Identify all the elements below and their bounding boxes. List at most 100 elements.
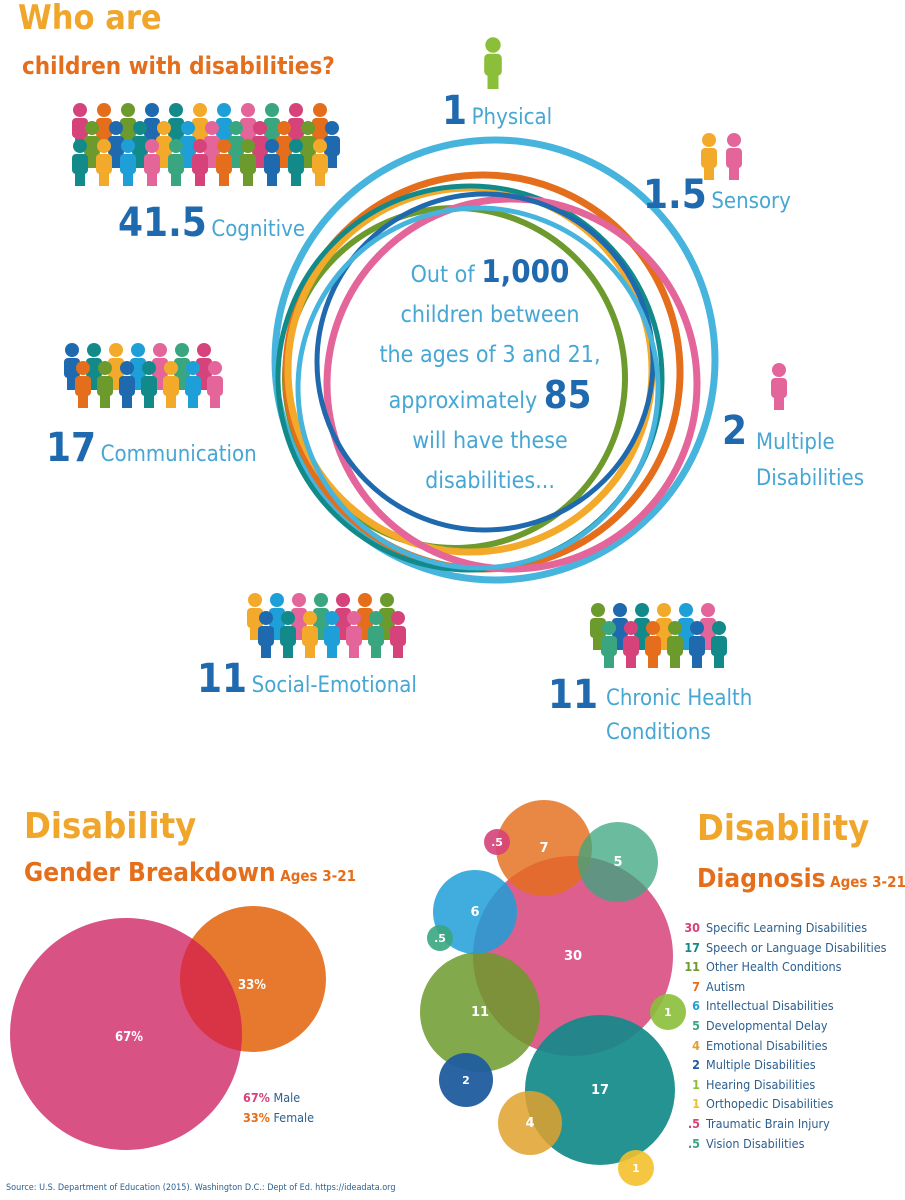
- person-icon: [130, 343, 146, 390]
- venn-overlap: [180, 938, 242, 1051]
- person-icon: [276, 121, 292, 168]
- diagnosis-bubble: [618, 1150, 654, 1186]
- person-icon: [700, 603, 716, 650]
- diagnosis-bubble: [439, 1053, 493, 1107]
- social-label: Social-Emotional: [251, 673, 417, 698]
- diagnosis-legend-value: 1: [692, 1096, 700, 1112]
- diagnosis-legend-value: 2: [692, 1057, 700, 1073]
- person-icon: [689, 621, 705, 668]
- diagnosis-legend-label: Traumatic Brain Injury: [706, 1115, 830, 1131]
- rings-graphic: [64, 37, 787, 668]
- male-pct-label: 67%: [115, 1030, 143, 1045]
- person-icon: [84, 121, 100, 168]
- diagnosis-legend-label: Multiple Disabilities: [706, 1057, 816, 1073]
- diagnosis-bubble: [420, 952, 540, 1072]
- person-icon: [152, 343, 168, 390]
- diagnosis-legend-item: 30 Specific Learning Disabilities: [678, 920, 887, 940]
- person-icon: [368, 611, 384, 658]
- diagnosis-bubble: [433, 870, 517, 954]
- person-icon: [240, 139, 256, 186]
- diagnosis-legend-item: 4 Emotional Disabilities: [678, 1038, 887, 1058]
- chronic-label-line2: Conditions: [606, 720, 711, 745]
- diagnosis-legend-item: 2 Multiple Disabilities: [678, 1057, 887, 1077]
- multiple-label-line2: Disabilities: [756, 466, 865, 491]
- center-statement: Out of 1,000 children between the ages o…: [340, 252, 640, 501]
- center-total-number: 1,000: [481, 254, 570, 290]
- person-icon: [264, 139, 280, 186]
- person-icon: [656, 603, 672, 650]
- physical-label: Physical: [471, 105, 553, 130]
- sensory-label: Sensory: [711, 189, 791, 214]
- diagnosis-legend-value: .5: [687, 1115, 700, 1131]
- diagnosis-bubble-label: 2: [462, 1074, 470, 1087]
- diagnosis-legend-label: Developmental Delay: [706, 1017, 828, 1033]
- person-icon: [258, 611, 274, 658]
- center-line6: disabilities...: [425, 468, 555, 494]
- chronic-value: 11: [548, 672, 599, 718]
- person-icon: [357, 593, 373, 640]
- diagnosis-legend-label: Intellectual Disabilities: [706, 998, 834, 1014]
- source-note: Source: U.S. Department of Education (20…: [6, 1183, 396, 1193]
- person-icon: [300, 121, 316, 168]
- legend-male-pct: 67%: [243, 1090, 270, 1105]
- diagnosis-bubble-label: 17: [591, 1083, 609, 1098]
- ring-lightblue: [295, 205, 661, 571]
- diagnosis-legend-value: 17: [684, 939, 700, 955]
- person-icon: [252, 121, 268, 168]
- title-line1: Who are: [18, 0, 162, 38]
- diagnosis-bubble: [427, 925, 453, 951]
- diagnosis-legend-item: 11 Other Health Conditions: [678, 959, 887, 979]
- communication-value: 17: [46, 425, 97, 471]
- diagnosis-legend-value: 30: [684, 920, 700, 935]
- diagnosis-legend-label: Orthopedic Disabilities: [706, 1096, 834, 1112]
- gender-title: Disability: [24, 806, 197, 847]
- diagnosis-legend-value: .5: [687, 1135, 700, 1151]
- diagnosis-bubble: [650, 994, 686, 1030]
- diagnosis-legend-item: 1 Hearing Disabilities: [678, 1077, 887, 1097]
- person-icon: [390, 611, 406, 658]
- diagnosis-legend-value: 6: [692, 998, 700, 1014]
- diagnosis-legend-label: Vision Disabilities: [706, 1135, 805, 1151]
- person-icon: [119, 361, 135, 408]
- diagnosis-bubble-label: .5: [434, 932, 446, 945]
- diagnosis-legend-label: Other Health Conditions: [706, 959, 842, 975]
- sensory-value: 1.5: [643, 172, 707, 218]
- person-icon: [132, 121, 148, 168]
- category-sensory: 1.5 Sensory: [643, 172, 791, 218]
- diagnosis-legend-value: 4: [692, 1037, 700, 1053]
- diagnosis-bubble-label: 11: [471, 1005, 489, 1020]
- person-icon: [612, 603, 628, 650]
- diagnosis-bubble-label: .5: [491, 836, 503, 849]
- diagnosis-legend-item: 7 Autism: [678, 979, 887, 999]
- person-icon: [678, 603, 694, 650]
- diagnosis-bubble: [484, 829, 510, 855]
- physical-value: 1: [442, 88, 468, 134]
- person-icon: [335, 593, 351, 640]
- ring-pink: [323, 195, 701, 573]
- diagnosis-legend-item: 1 Orthopedic Disabilities: [678, 1096, 887, 1116]
- diagnosis-bubble-label: 30: [564, 949, 582, 964]
- diagnosis-ages: Ages 3-21: [830, 873, 905, 891]
- diagnosis-bubble-label: 6: [470, 905, 479, 920]
- diagnosis-bubble: [525, 1015, 675, 1165]
- diagnosis-legend-label: Speech or Language Disabilities: [706, 939, 887, 955]
- category-social-emotional: 11 Social-Emotional: [197, 656, 417, 702]
- person-icon: [75, 361, 91, 408]
- person-icon: [96, 139, 112, 186]
- gender-subtitle: Gender Breakdown: [24, 858, 276, 888]
- person-icon: [228, 121, 244, 168]
- person-icon: [144, 139, 160, 186]
- person-icon: [302, 611, 318, 658]
- diagnosis-legend: 30 Specific Learning Disabilities 17 Speech…: [678, 920, 887, 1155]
- person-icon: [204, 121, 220, 168]
- diagnosis-legend-item: 6 Intellectual Disabilities: [678, 998, 887, 1018]
- person-icon: [168, 139, 184, 186]
- diagnosis-bubble-label: 5: [613, 855, 622, 870]
- diagnosis-title: Disability: [697, 808, 870, 849]
- person-icon: [185, 361, 201, 408]
- diagnosis-legend-value: 11: [684, 959, 700, 975]
- multiple-label: Multiple Disabilities: [756, 425, 864, 497]
- legend-female-label: Female: [273, 1110, 315, 1125]
- person-icon: [484, 37, 502, 89]
- person-icon: [645, 621, 661, 668]
